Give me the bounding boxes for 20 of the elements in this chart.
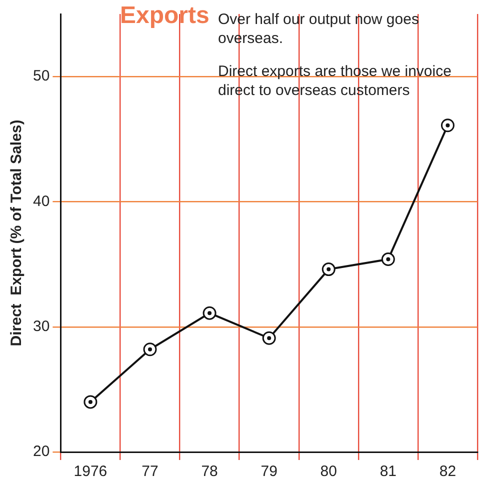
point: [262, 331, 276, 345]
x-tick-label: 77: [142, 463, 158, 480]
x-tick-label: 82: [439, 463, 456, 480]
point: [322, 262, 336, 276]
y-axis-title: Direct Export (% of Total Sales): [8, 120, 26, 346]
y-tick-label: 20: [32, 443, 50, 460]
point: [440, 118, 454, 132]
point: [84, 395, 98, 409]
y-tick-label: 30: [32, 318, 50, 335]
y-tick-label: 50: [32, 68, 50, 85]
point: [381, 252, 395, 266]
x-tick-label: 78: [201, 463, 218, 480]
x-tick-label: 81: [380, 463, 397, 480]
x-tick-label: 80: [320, 463, 337, 480]
chart-title: Exports: [120, 2, 210, 30]
point: [202, 306, 216, 320]
x-tick-label: 1976: [74, 463, 108, 480]
y-tick-label: 40: [32, 192, 50, 210]
x-tick-label: 79: [260, 463, 278, 480]
point: [143, 342, 157, 356]
